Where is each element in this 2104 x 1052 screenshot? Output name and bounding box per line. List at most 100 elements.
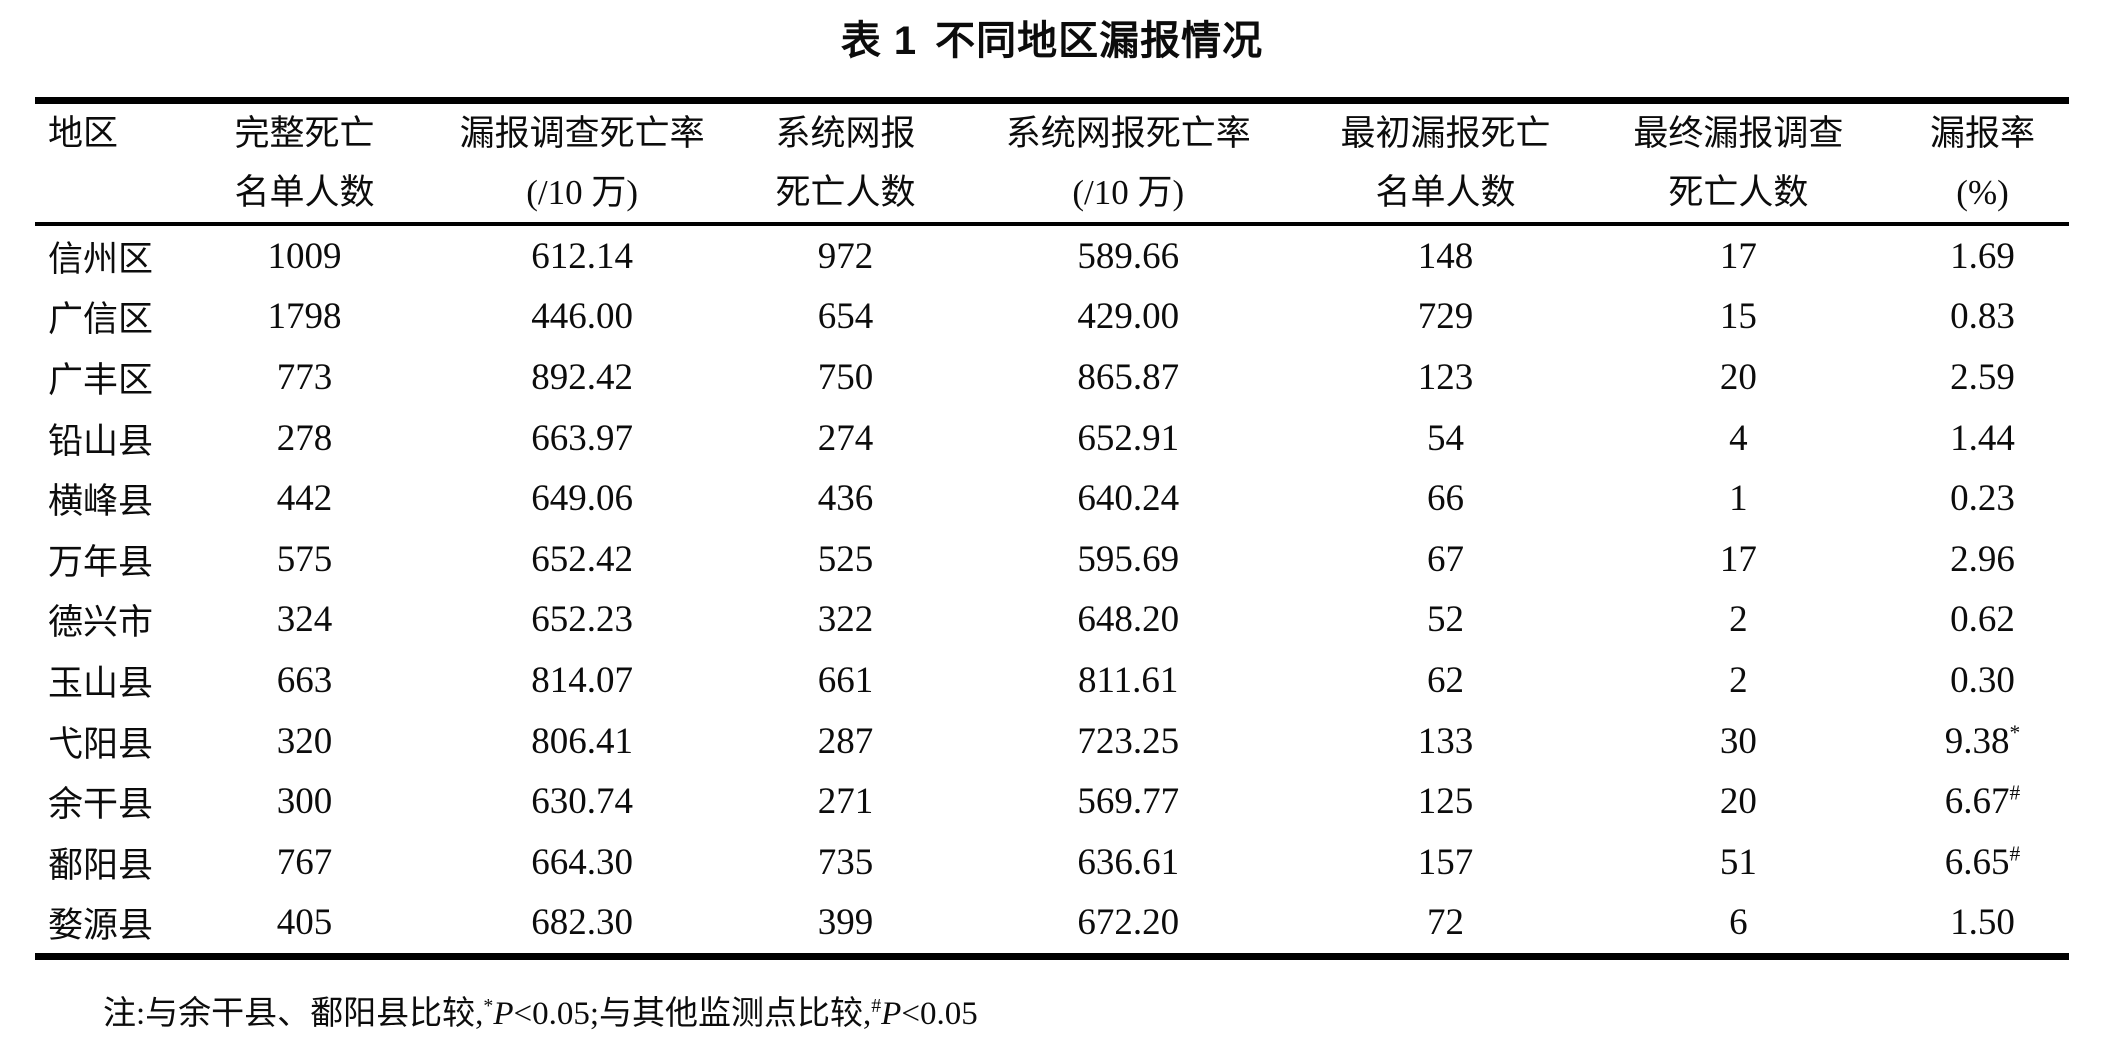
significance-mark: # bbox=[2009, 780, 2021, 805]
missed-rate-value: 2.96 bbox=[1950, 538, 2015, 580]
system-deaths-cell: 436 bbox=[817, 478, 874, 520]
survey-rate-cell: 892.42 bbox=[531, 356, 633, 398]
missed-rate-cell: 9.38* bbox=[1896, 711, 2069, 772]
final-missed-cell: 15 bbox=[1719, 296, 1757, 338]
survey-rate-cell: 663.97 bbox=[531, 417, 633, 459]
table-row: 铅山县 278 663.97 274 652.91 54 4 1.44 bbox=[35, 408, 2069, 469]
region-cell: 弋阳县 bbox=[48, 724, 154, 764]
footnote-p2: P bbox=[881, 996, 902, 1032]
final-missed-cell: 17 bbox=[1719, 235, 1757, 277]
col-header-missed-rate-line1: 漏报率 bbox=[1930, 114, 2036, 153]
initial-missed-cell: 72 bbox=[1427, 902, 1465, 944]
region-cell: 余干县 bbox=[48, 785, 154, 825]
complete-deaths-cell: 773 bbox=[276, 356, 333, 398]
table-row: 广信区 1798 446.00 654 429.00 729 15 0.83 bbox=[35, 287, 2069, 348]
table-title: 表 1 不同地区漏报情况 bbox=[0, 8, 2104, 66]
final-missed-cell: 17 bbox=[1719, 538, 1757, 580]
system-rate-cell: 865.87 bbox=[1077, 356, 1180, 398]
survey-rate-cell: 682.30 bbox=[531, 902, 633, 944]
missed-rate-value: 2.59 bbox=[1950, 356, 2015, 398]
system-deaths-cell: 274 bbox=[817, 417, 874, 459]
final-missed-cell: 2 bbox=[1729, 659, 1748, 701]
system-rate-cell: 589.66 bbox=[1077, 235, 1180, 277]
table-row: 德兴市 324 652.23 322 648.20 52 2 0.62 bbox=[35, 590, 2069, 651]
col-header-system-rate-line1: 系统网报死亡率 bbox=[1005, 114, 1251, 153]
final-missed-cell: 30 bbox=[1719, 720, 1757, 762]
survey-rate-cell: 806.41 bbox=[531, 720, 633, 762]
missed-rate-value: 0.23 bbox=[1950, 478, 2015, 520]
survey-rate-cell: 814.07 bbox=[531, 659, 633, 701]
final-missed-cell: 4 bbox=[1729, 417, 1748, 459]
col-header-final-missed-line2: 死亡人数 bbox=[1668, 173, 1809, 212]
underreporting-table: 地区 完整死亡 名单人数 漏报调查死亡率 (/10 万) 系统网报 死亡人数 bbox=[35, 97, 2069, 961]
system-rate-cell: 595.69 bbox=[1077, 538, 1180, 580]
system-deaths-cell: 525 bbox=[817, 538, 874, 580]
missed-rate-value: 0.30 bbox=[1950, 659, 2015, 701]
col-header-system-rate: 系统网报死亡率 (/10 万) bbox=[946, 101, 1310, 225]
initial-missed-cell: 729 bbox=[1417, 296, 1474, 338]
initial-missed-cell: 157 bbox=[1417, 841, 1474, 883]
col-header-missed-rate: 漏报率 (%) bbox=[1896, 101, 2069, 225]
survey-rate-cell: 446.00 bbox=[531, 296, 633, 338]
system-rate-cell: 648.20 bbox=[1077, 599, 1180, 641]
complete-deaths-cell: 278 bbox=[276, 417, 333, 459]
initial-missed-cell: 125 bbox=[1417, 781, 1474, 823]
system-rate-cell: 429.00 bbox=[1077, 296, 1180, 338]
system-deaths-cell: 972 bbox=[817, 235, 874, 277]
col-header-initial-missed-line2: 名单人数 bbox=[1375, 173, 1516, 212]
missed-rate-value: 6.67 bbox=[1944, 781, 2010, 823]
col-header-system-deaths: 系统网报 死亡人数 bbox=[745, 101, 946, 225]
significance-mark: # bbox=[2009, 841, 2021, 866]
col-header-complete-deaths: 完整死亡 名单人数 bbox=[190, 101, 420, 225]
system-rate-cell: 640.24 bbox=[1077, 478, 1180, 520]
table-row: 信州区 1009 612.14 972 589.66 148 17 1.69 bbox=[35, 224, 2069, 287]
system-deaths-cell: 654 bbox=[817, 296, 874, 338]
missed-rate-cell: 1.50 bbox=[1896, 893, 2069, 957]
system-deaths-cell: 399 bbox=[817, 902, 874, 944]
footnote-rest2: <0.05 bbox=[901, 996, 978, 1032]
survey-rate-cell: 612.14 bbox=[531, 235, 633, 277]
final-missed-cell: 1 bbox=[1729, 478, 1748, 520]
final-missed-cell: 20 bbox=[1719, 781, 1757, 823]
final-missed-cell: 51 bbox=[1719, 841, 1757, 883]
table-header: 地区 完整死亡 名单人数 漏报调查死亡率 (/10 万) 系统网报 死亡人数 bbox=[35, 101, 2069, 225]
missed-rate-cell: 2.96 bbox=[1896, 529, 2069, 590]
col-header-missed-rate-line2: (%) bbox=[1956, 173, 2009, 212]
system-rate-cell: 569.77 bbox=[1077, 781, 1180, 823]
missed-rate-cell: 1.44 bbox=[1896, 408, 2069, 469]
table-row: 婺源县 405 682.30 399 672.20 72 6 1.50 bbox=[35, 893, 2069, 957]
region-cell: 鄱阳县 bbox=[48, 845, 154, 885]
col-header-survey-rate-line2: (/10 万) bbox=[526, 173, 639, 212]
initial-missed-cell: 52 bbox=[1427, 599, 1465, 641]
table-row: 弋阳县 320 806.41 287 723.25 133 30 9.38* bbox=[35, 711, 2069, 772]
complete-deaths-cell: 320 bbox=[276, 720, 333, 762]
missed-rate-cell: 6.65# bbox=[1896, 832, 2069, 893]
initial-missed-cell: 67 bbox=[1427, 538, 1465, 580]
col-header-region-line1: 地区 bbox=[48, 114, 119, 153]
initial-missed-cell: 66 bbox=[1427, 478, 1465, 520]
table-row: 万年县 575 652.42 525 595.69 67 17 2.96 bbox=[35, 529, 2069, 590]
col-header-final-missed-line1: 最终漏报调查 bbox=[1633, 114, 1844, 153]
region-cell: 万年县 bbox=[48, 542, 154, 582]
region-cell: 横峰县 bbox=[48, 482, 154, 522]
final-missed-cell: 6 bbox=[1729, 902, 1748, 944]
missed-rate-cell: 6.67# bbox=[1896, 771, 2069, 832]
col-header-survey-rate-line1: 漏报调查死亡率 bbox=[459, 114, 705, 153]
system-rate-cell: 811.61 bbox=[1078, 659, 1179, 701]
missed-rate-value: 0.83 bbox=[1950, 296, 2015, 338]
col-header-system-deaths-line2: 死亡人数 bbox=[775, 173, 916, 212]
complete-deaths-cell: 575 bbox=[276, 538, 333, 580]
significance-mark: * bbox=[2009, 720, 2021, 745]
table-footnote: 注:与余干县、鄱阳县比较,*P<0.05;与其他监测点比较,#P<0.05 bbox=[103, 986, 978, 1034]
complete-deaths-cell: 300 bbox=[276, 781, 333, 823]
missed-rate-value: 9.38 bbox=[1944, 720, 2010, 762]
initial-missed-cell: 148 bbox=[1417, 235, 1474, 277]
missed-rate-value: 1.69 bbox=[1950, 235, 2015, 277]
complete-deaths-cell: 324 bbox=[276, 599, 333, 641]
footnote-rest1: <0.05;与其他监测点比较, bbox=[513, 996, 872, 1032]
survey-rate-cell: 652.42 bbox=[531, 538, 633, 580]
system-deaths-cell: 322 bbox=[817, 599, 874, 641]
survey-rate-cell: 652.23 bbox=[531, 599, 633, 641]
system-deaths-cell: 661 bbox=[817, 659, 874, 701]
